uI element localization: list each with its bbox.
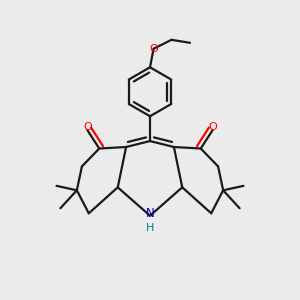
Text: O: O [208, 122, 217, 132]
Text: H: H [146, 223, 154, 233]
Text: O: O [83, 122, 92, 132]
Text: N: N [146, 207, 154, 220]
Text: O: O [149, 44, 158, 54]
